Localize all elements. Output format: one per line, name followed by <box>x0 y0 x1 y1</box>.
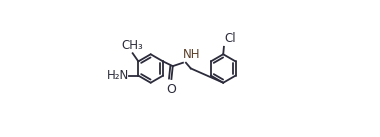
Text: NH: NH <box>183 48 201 61</box>
Text: O: O <box>166 83 176 96</box>
Text: Cl: Cl <box>224 32 236 45</box>
Text: CH₃: CH₃ <box>122 39 143 52</box>
Text: H₂N: H₂N <box>106 69 129 82</box>
